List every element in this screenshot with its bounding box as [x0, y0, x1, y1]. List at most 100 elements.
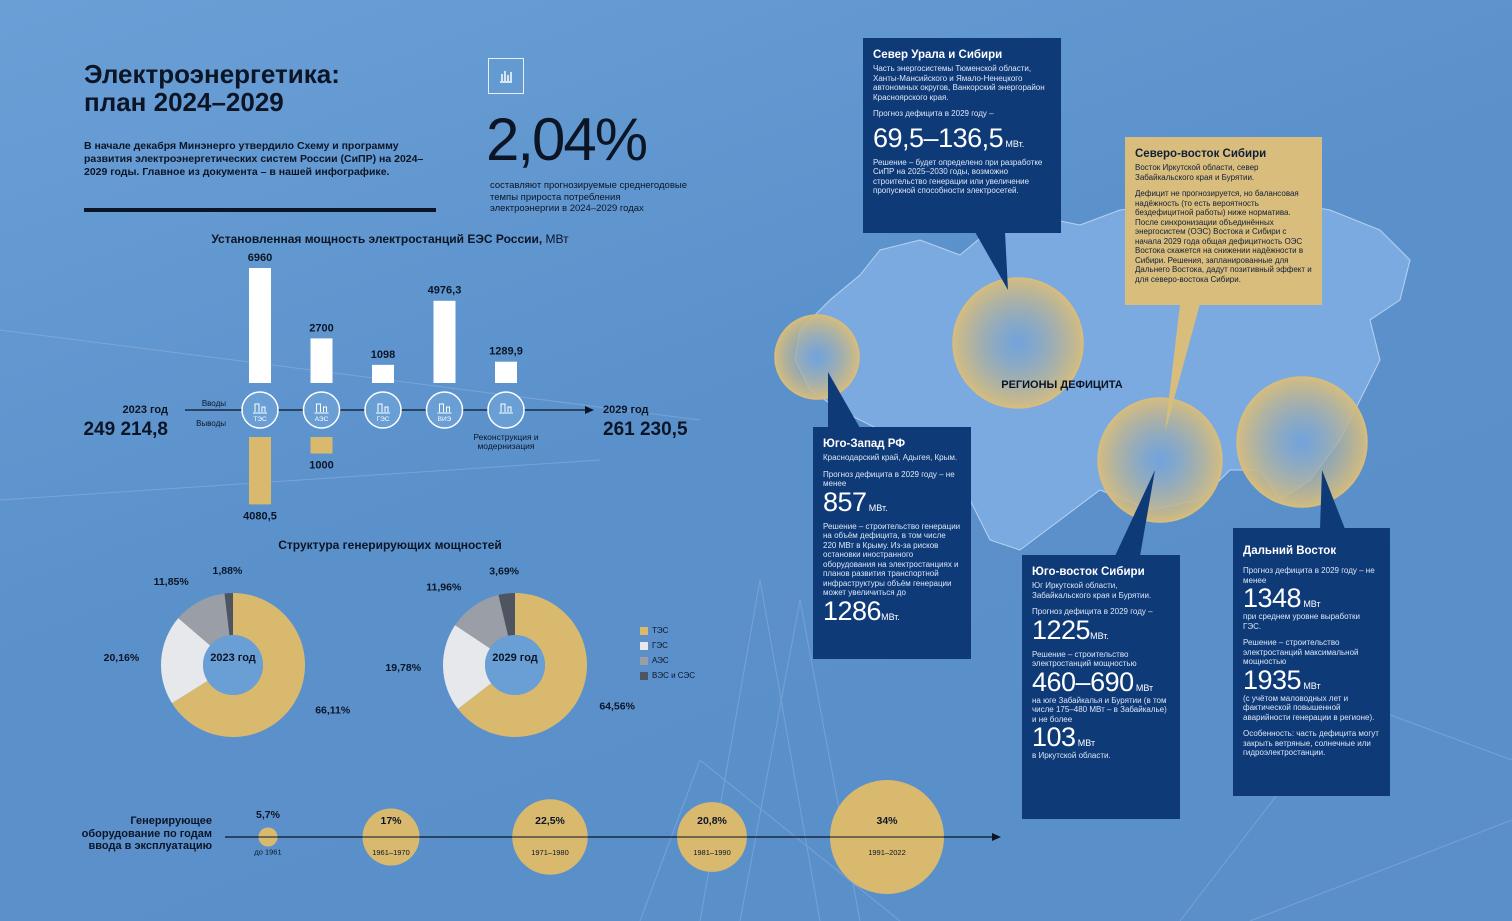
solution-note: на юге Забайкалья и Бурятии (в том числе…: [1032, 695, 1167, 724]
forecast-figure: 1225МВт.: [1032, 616, 1170, 644]
arrow-head: [992, 833, 1001, 841]
value-label: 1,88%: [213, 565, 243, 577]
region-description: Юг Иркутской области, Забайкальского кра…: [1032, 581, 1152, 600]
solution-unit: МВт: [1077, 738, 1096, 748]
pointer: [828, 372, 860, 428]
intro: В начале декабря Минэнерго утвердило Схе…: [84, 140, 424, 178]
value-label: 11,85%: [154, 576, 190, 588]
value-label: 1000: [309, 459, 333, 471]
title-text: Установленная мощность электростанций ЕЭ…: [211, 232, 543, 246]
legend-label: ТЭС: [652, 626, 669, 635]
category-label: 1981–1990: [693, 848, 731, 857]
legend-label: ГЭС: [652, 641, 668, 650]
category-icon: [364, 391, 402, 429]
solution-figure: 1286МВт.: [823, 595, 961, 626]
region-circles: [774, 277, 1368, 523]
solution-value: 1286: [823, 595, 882, 626]
title-unit: МВт: [545, 232, 569, 246]
icon-glyph: [499, 403, 513, 414]
feature: Особенность: часть дефицита могут закрыт…: [1243, 729, 1379, 757]
donut-slice: [171, 593, 306, 738]
region-title: Юго-Запад РФ: [823, 438, 906, 450]
donut-slice: [498, 593, 515, 636]
bar: [372, 364, 394, 383]
end-value: 261 230,5: [603, 419, 688, 440]
region-description: Часть энергосистемы Тюменской области, Х…: [873, 64, 1045, 102]
donut-slice: [161, 618, 211, 704]
region-box: Юго-Запад РФ Краснодарский край, Адыгея,…: [813, 427, 971, 659]
donut-hole: [203, 635, 263, 695]
value-label: 1098: [371, 349, 395, 361]
map-label: РЕГИОНЫ ДЕФИЦИТА: [1001, 379, 1123, 391]
icon-glyph: [314, 403, 329, 414]
donut-center-label: 2029 год: [492, 652, 538, 664]
forecast-unit: МВт: [1303, 599, 1321, 609]
value-label: 3,69%: [489, 565, 519, 577]
donut-slice: [178, 593, 230, 646]
donut-hole: [485, 635, 545, 695]
category-icon: [487, 391, 525, 429]
forecast-unit: МВт.: [1090, 630, 1109, 641]
callout-pointers: [828, 232, 1345, 556]
solution-note: (с учётом маловодных лет и фактической п…: [1243, 693, 1375, 722]
forecast-value: 857: [823, 486, 867, 517]
stat-value: 2,04%: [486, 106, 648, 173]
forecast-value: 1348: [1243, 583, 1302, 613]
solution-figure: 103 МВт: [1032, 724, 1170, 751]
region-title: Юго-восток Сибири: [1032, 566, 1145, 578]
bar: [310, 338, 333, 383]
title-line: план 2024–2029: [84, 87, 284, 117]
region-circle: [774, 314, 860, 400]
chart-icon: [488, 58, 524, 94]
legend-swatch: [640, 657, 648, 665]
category-label: ВИЭ: [437, 416, 452, 423]
icon-glyph: [437, 403, 452, 414]
solution: Решение – строительство генерации на объ…: [823, 521, 961, 598]
category-label: до 1961: [254, 848, 281, 857]
value-label: 22,5%: [535, 815, 565, 827]
pointer: [975, 232, 1008, 290]
legend-label: ВЭС и СЭС: [652, 671, 695, 680]
donut-slice: [455, 594, 509, 649]
stat-text: составляют прогнозируемые среднегодовые …: [490, 180, 687, 214]
solution-note: в Иркутской области.: [1032, 751, 1111, 760]
title-line: Электроэнергетика:: [84, 59, 340, 89]
category-icon: [241, 391, 279, 429]
category-label: АЭС: [314, 416, 329, 423]
region-title: Дальний Восток: [1243, 545, 1337, 557]
forecast-note: при среднем уровне выработки ГЭС.: [1243, 612, 1360, 631]
region-circle: [1097, 397, 1223, 523]
region-description: Краснодарский край, Адыгея, Крым.: [823, 453, 958, 462]
forecast: Прогноз дефицита в 2029 году –: [1032, 607, 1153, 616]
value-label: 1289,9: [489, 346, 523, 358]
value-label: 5,7%: [256, 809, 281, 821]
region-description: Восток Иркутской области, север Забайкал…: [1135, 163, 1259, 182]
value-label: 11,96%: [426, 582, 462, 594]
forecast-unit: МВт.: [868, 502, 888, 513]
solution-unit: МВт: [1135, 682, 1154, 693]
pointer: [1320, 470, 1345, 529]
pointer: [1165, 304, 1200, 432]
region-box: Юго-восток Сибири Юг Иркутской области, …: [1022, 555, 1180, 819]
series-name: Вводы: [202, 399, 226, 408]
solution-figure: 460–690 МВт: [1032, 668, 1170, 696]
solution-value: 1935: [1243, 664, 1302, 695]
solution-figure: 1935 МВт: [1243, 664, 1380, 695]
page-title: Электроэнергетика: план 2024–2029: [84, 60, 340, 116]
bar: [310, 437, 333, 454]
value-label: 20,8%: [697, 815, 727, 827]
icon-glyph: [376, 403, 390, 414]
arrow-head: [585, 406, 594, 414]
value-label: 34%: [876, 815, 898, 827]
value-label: 4976,3: [428, 285, 462, 297]
legend-swatch: [640, 627, 648, 635]
legend-swatch: [640, 642, 648, 650]
category-icon: [302, 391, 341, 429]
start-value: 249 214,8: [83, 419, 168, 440]
section-title: Структура генерирующих мощностей: [278, 538, 502, 552]
value-label: 6960: [248, 252, 272, 264]
bar: [495, 361, 517, 383]
category-label: ГЭС: [376, 416, 390, 423]
legend-swatch: [640, 672, 648, 680]
start-label: 2023 год: [122, 404, 168, 416]
